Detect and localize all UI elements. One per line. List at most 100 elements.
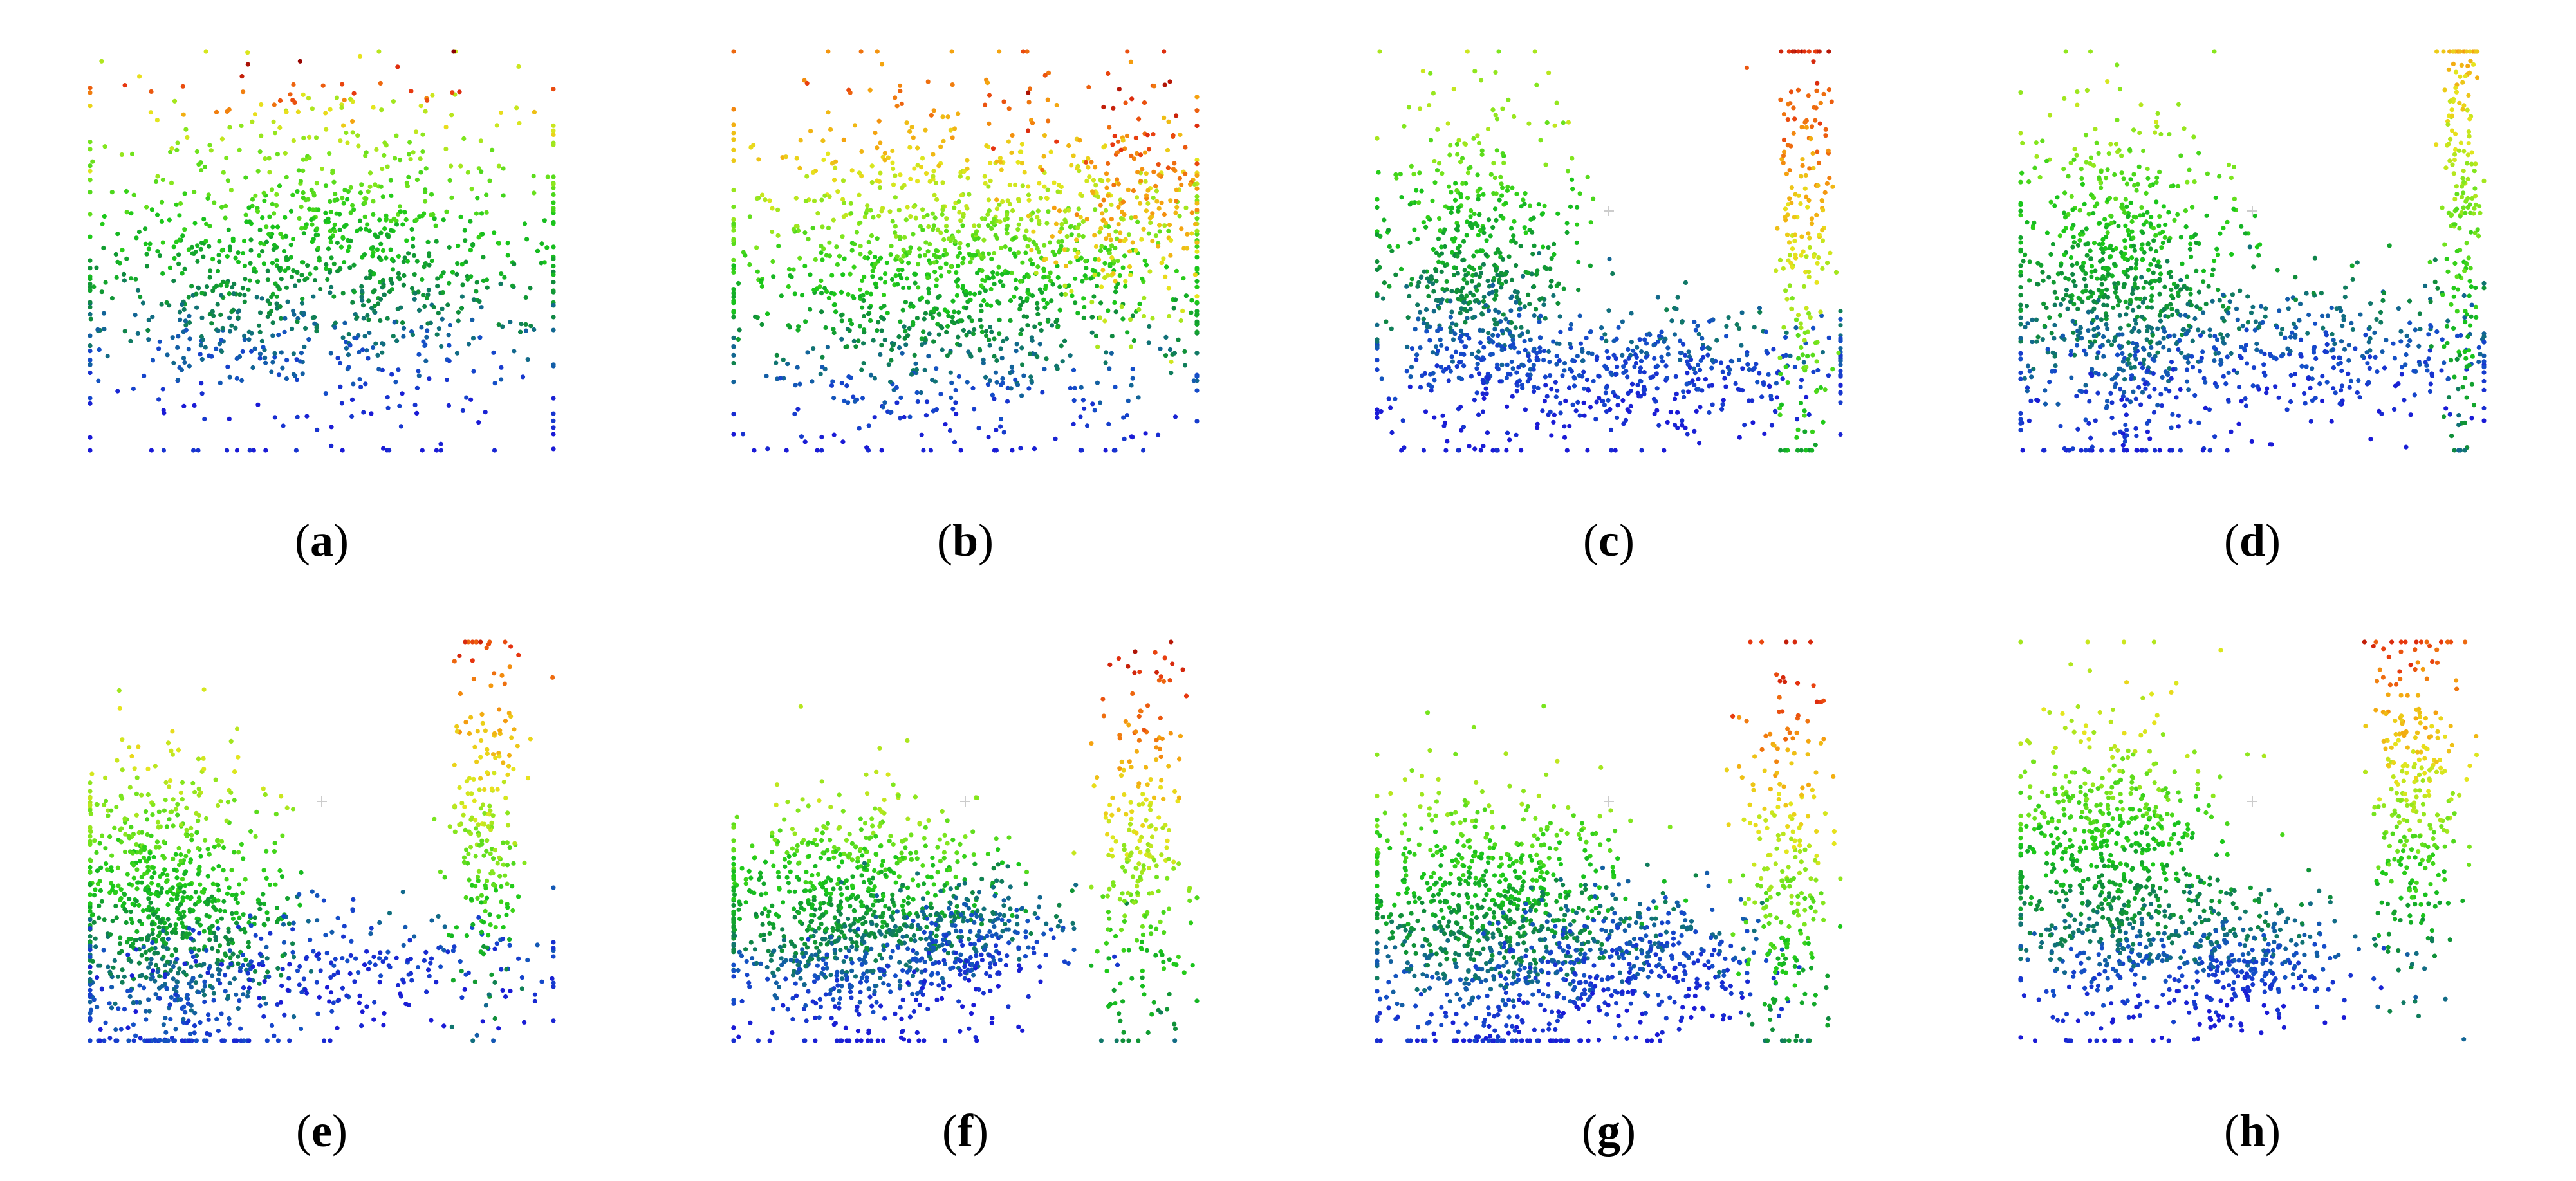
scatter-point bbox=[800, 293, 805, 298]
scatter-point bbox=[1458, 404, 1463, 410]
scatter-point bbox=[2126, 340, 2131, 345]
scatter-point bbox=[1778, 97, 1783, 102]
scatter-point bbox=[551, 302, 556, 307]
scatter-point bbox=[183, 127, 189, 132]
scatter-point bbox=[999, 245, 1004, 251]
scatter-point bbox=[1802, 413, 1807, 418]
scatter-point bbox=[1140, 167, 1145, 172]
scatter-point bbox=[1122, 212, 1127, 217]
scatter-point bbox=[1384, 319, 1389, 324]
scatter-point bbox=[926, 224, 931, 230]
scatter-point bbox=[1740, 366, 1745, 371]
scatter-point bbox=[1119, 304, 1124, 309]
scatter-point bbox=[351, 207, 357, 212]
scatter-point bbox=[938, 265, 943, 270]
scatter-point bbox=[1407, 202, 1413, 207]
scatter-point bbox=[1024, 228, 1029, 233]
scatter-point bbox=[1778, 371, 1783, 376]
scatter-point bbox=[1577, 373, 1582, 378]
scatter-point bbox=[2102, 372, 2108, 378]
scatter-point bbox=[149, 448, 154, 453]
scatter-point bbox=[2113, 381, 2118, 387]
scatter-point bbox=[1122, 238, 1127, 243]
scatter-point bbox=[333, 320, 338, 325]
scatter-point bbox=[1686, 349, 1691, 354]
scatter-point bbox=[459, 294, 465, 299]
scatter-point bbox=[206, 192, 211, 197]
scatter-point bbox=[1414, 352, 1420, 358]
scatter-point bbox=[1421, 448, 1426, 453]
scatter-point bbox=[2284, 407, 2290, 412]
scatter-point bbox=[1087, 174, 1092, 179]
scatter-point bbox=[2134, 261, 2139, 266]
scatter-point bbox=[804, 80, 810, 86]
scatter-point bbox=[2116, 223, 2121, 229]
scatter-point bbox=[1434, 250, 1439, 255]
scatter-point bbox=[1551, 419, 1556, 425]
scatter-point bbox=[1534, 351, 1539, 356]
scatter-point bbox=[831, 432, 837, 437]
scatter-point bbox=[1526, 292, 1531, 297]
scatter-point bbox=[2071, 240, 2077, 245]
scatter-point bbox=[1439, 343, 1444, 348]
scatter-point bbox=[313, 266, 319, 271]
scatter-point bbox=[1532, 313, 1537, 318]
scatter-point bbox=[958, 218, 963, 223]
scatter-point bbox=[2481, 370, 2487, 375]
scatter-point bbox=[281, 423, 286, 428]
scatter-point bbox=[848, 90, 853, 95]
scatter-point bbox=[1815, 183, 1821, 188]
scatter-point bbox=[2481, 364, 2487, 369]
scatter-point bbox=[964, 204, 969, 209]
scatter-point bbox=[1537, 250, 1542, 256]
scatter-point bbox=[1375, 291, 1380, 297]
scatter-point bbox=[410, 332, 416, 338]
scatter-point bbox=[898, 416, 903, 421]
scatter-point bbox=[1189, 210, 1194, 215]
scatter-point bbox=[2155, 350, 2160, 355]
scatter-point bbox=[950, 82, 955, 87]
scatter-point bbox=[138, 295, 143, 300]
scatter-point bbox=[1027, 351, 1033, 356]
scatter-point bbox=[88, 396, 93, 401]
scatter-point bbox=[876, 214, 882, 219]
scatter-point bbox=[955, 284, 960, 289]
scatter-point bbox=[2185, 356, 2190, 361]
scatter-point bbox=[1479, 152, 1485, 157]
scatter-point bbox=[955, 253, 960, 259]
scatter-point bbox=[355, 228, 360, 233]
scatter-point bbox=[269, 187, 275, 192]
scatter-point bbox=[1126, 398, 1131, 403]
scatter-point bbox=[1398, 172, 1403, 177]
scatter-point bbox=[224, 283, 229, 288]
scatter-point bbox=[1406, 105, 1411, 110]
scatter-point bbox=[2185, 360, 2191, 365]
scatter-point bbox=[88, 178, 93, 183]
scatter-point bbox=[1497, 197, 1502, 203]
scatter-point bbox=[1514, 263, 1519, 268]
scatter-point bbox=[2153, 354, 2158, 359]
scatter-point bbox=[1113, 279, 1118, 284]
scatter-point bbox=[229, 323, 234, 328]
scatter-point bbox=[956, 263, 961, 268]
scatter-point bbox=[295, 109, 301, 114]
scatter-point bbox=[2183, 224, 2189, 230]
scatter-point bbox=[1179, 226, 1184, 232]
scatter-point bbox=[1508, 372, 1513, 377]
scatter-point bbox=[923, 127, 928, 133]
scatter-point bbox=[1692, 319, 1697, 325]
scatter-point bbox=[269, 369, 274, 374]
scatter-point bbox=[2176, 347, 2181, 352]
scatter-point bbox=[2203, 405, 2208, 410]
scatter-point bbox=[1504, 448, 1509, 453]
scatter-point bbox=[935, 322, 940, 327]
scatter-point bbox=[1814, 88, 1819, 93]
scatter-point bbox=[2107, 196, 2113, 201]
scatter-point bbox=[1017, 279, 1023, 284]
scatter-point bbox=[196, 285, 201, 290]
scatter-point bbox=[1177, 176, 1182, 181]
scatter-point bbox=[1817, 121, 1822, 126]
scatter-point bbox=[1815, 80, 1820, 86]
scatter-point bbox=[1449, 205, 1454, 210]
scatter-point bbox=[347, 343, 353, 348]
